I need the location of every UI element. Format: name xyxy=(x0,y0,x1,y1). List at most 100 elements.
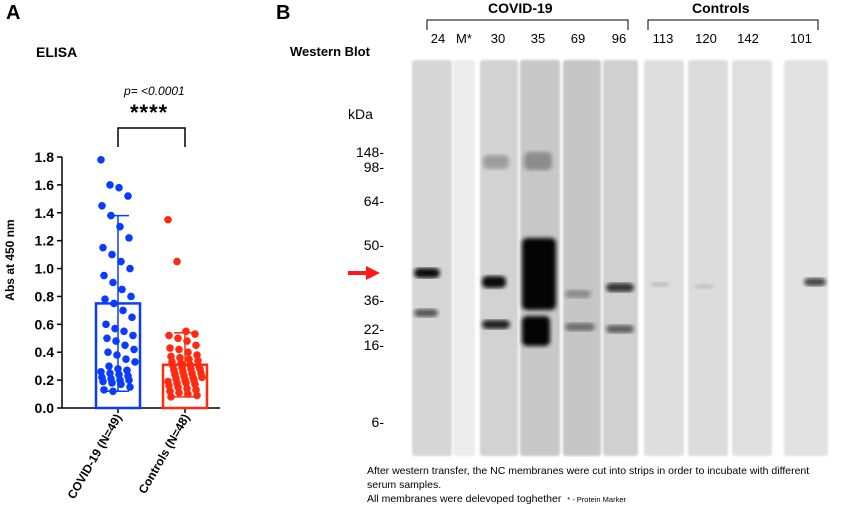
data-point xyxy=(100,271,108,280)
y-tick-label: 0.2 xyxy=(35,372,55,388)
data-point xyxy=(122,355,130,363)
p-value-label: p= <0.0001 xyxy=(124,84,185,98)
data-point xyxy=(102,320,110,329)
data-point xyxy=(98,202,106,210)
y-tick-label: 1.6 xyxy=(35,177,55,193)
y-tick-label: 1.2 xyxy=(35,233,55,249)
data-point xyxy=(103,334,111,343)
lane-label: 120 xyxy=(695,31,717,46)
data-point xyxy=(117,257,125,266)
y-tick-label: 0.6 xyxy=(35,316,55,332)
data-point xyxy=(125,234,133,242)
significance-stars: **** xyxy=(130,100,169,125)
data-point xyxy=(174,334,182,343)
blot-lane-8 xyxy=(732,60,772,456)
data-point xyxy=(192,341,200,350)
caption-line-2: serum samples. xyxy=(367,479,442,491)
data-point xyxy=(131,358,139,366)
blot-lane-5 xyxy=(603,60,638,456)
blot-band xyxy=(565,323,595,331)
data-point xyxy=(184,390,192,398)
lane-label: M* xyxy=(456,31,472,46)
data-point xyxy=(117,380,125,389)
elisa-title: ELISA xyxy=(36,44,78,60)
data-point xyxy=(167,393,175,401)
kda-marker-label: 16- xyxy=(364,337,385,353)
caption-line-1: After western transfer, the NC membranes… xyxy=(367,465,810,477)
data-point xyxy=(126,264,134,273)
data-point xyxy=(109,278,117,287)
data-point xyxy=(105,362,113,370)
y-tick-label: 0.8 xyxy=(35,288,55,304)
blot-lane-4 xyxy=(563,60,601,456)
controls-group-bracket xyxy=(647,19,819,30)
elisa-error-bars xyxy=(107,214,196,398)
data-point xyxy=(184,348,192,357)
blot-lane-2 xyxy=(480,60,518,456)
y-tick-label: 0.4 xyxy=(35,344,55,360)
kda-marker-label: 36- xyxy=(364,292,385,308)
data-point xyxy=(119,306,127,315)
lane-label: 113 xyxy=(653,31,674,46)
significance-bracket xyxy=(117,127,186,147)
blot-lanes xyxy=(412,60,828,456)
data-point xyxy=(115,183,123,192)
blot-band xyxy=(694,284,714,289)
blot-band xyxy=(522,238,556,310)
kda-label: kDa xyxy=(348,106,373,122)
data-point xyxy=(99,377,107,386)
data-point xyxy=(125,376,133,384)
lane-label: 35 xyxy=(531,31,545,46)
kda-marker-label: 22- xyxy=(364,321,385,337)
blot-lane-0 xyxy=(412,60,452,456)
data-point xyxy=(97,155,105,164)
data-point xyxy=(120,327,128,336)
data-point xyxy=(106,181,114,189)
data-point xyxy=(128,313,136,322)
data-point xyxy=(198,373,206,382)
y-tick-label: 1.4 xyxy=(35,205,55,221)
blot-band xyxy=(524,152,552,170)
lane-label: 24 xyxy=(431,31,445,46)
data-point xyxy=(111,324,119,333)
data-point xyxy=(113,351,121,359)
lane-label: 96 xyxy=(612,31,626,46)
data-point xyxy=(101,295,109,304)
data-point xyxy=(130,345,138,354)
data-point xyxy=(100,386,108,394)
kda-marker-label: 50- xyxy=(364,237,385,253)
blot-lane-9 xyxy=(784,60,828,456)
data-point xyxy=(126,383,134,391)
panel-b-letter: B xyxy=(276,2,291,24)
covid-group-bracket xyxy=(426,19,629,30)
lane-labels: 24 M* 30 35 69 96 113 120 142 101 xyxy=(431,31,812,46)
blot-band xyxy=(482,320,510,329)
lane-label: 30 xyxy=(491,31,505,46)
blot-band xyxy=(606,283,634,292)
data-point xyxy=(127,292,135,301)
blot-band xyxy=(414,309,438,317)
elisa-chart: 0.0 0.2 0.4 0.6 0.8 1.0 1.2 1.4 1.6 1.8 Abs at 45… xyxy=(3,127,220,501)
data-point xyxy=(110,299,118,308)
blot-band xyxy=(650,282,670,287)
blot-caption: After western transfer, the NC membranes… xyxy=(367,464,857,507)
kda-markers: 148-98- 64- 50- 36- 22-16- 6- xyxy=(356,144,384,430)
kda-marker-label: 6- xyxy=(372,414,385,430)
data-point xyxy=(129,331,137,340)
lane-label: 101 xyxy=(790,31,812,46)
data-point xyxy=(175,388,183,397)
data-point xyxy=(165,331,173,340)
data-point xyxy=(108,250,116,259)
data-point xyxy=(121,341,129,350)
group-label-covid: COVID-19 xyxy=(488,0,553,16)
blot-lane-1 xyxy=(453,60,475,456)
panel-a-letter: A xyxy=(6,2,21,24)
data-point xyxy=(166,344,174,352)
blot-band xyxy=(522,316,550,346)
data-point xyxy=(108,379,116,387)
band-arrow xyxy=(348,266,380,280)
data-point xyxy=(104,348,112,357)
elisa-points xyxy=(97,155,206,401)
data-point xyxy=(173,257,181,266)
